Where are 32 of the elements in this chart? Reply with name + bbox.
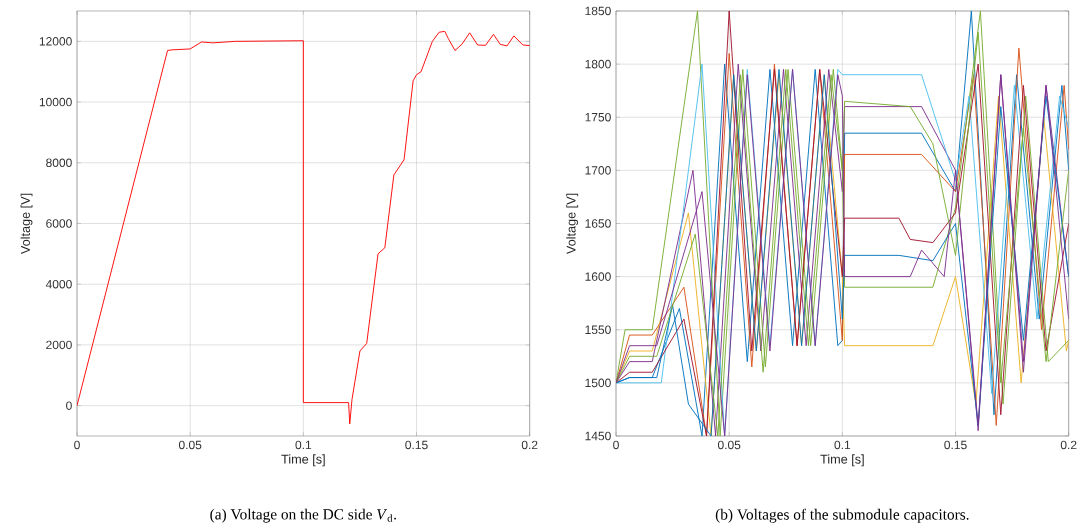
x-tick-label: 0.1 (834, 440, 851, 450)
y-tick-label: 1450 (585, 431, 611, 441)
y-axis-title: Voltage [V] (20, 193, 33, 255)
y-tick-label: 12000 (39, 37, 72, 46)
x-tick-label: 0 (74, 440, 80, 450)
y-tick-label: 1850 (585, 6, 611, 16)
y-tick-label: 1600 (585, 272, 611, 281)
y-tick-label: 10000 (39, 97, 72, 107)
y-tick-label: 1800 (585, 59, 611, 69)
x-tick-label: 0 (613, 440, 619, 450)
x-tick-label: 0.1 (295, 440, 312, 450)
x-tick-label: 0.15 (405, 440, 428, 450)
y-tick-label: 1650 (585, 219, 611, 228)
y-tick-label: 2000 (46, 340, 72, 350)
x-tick-label: 0.2 (521, 440, 538, 450)
text: (a) Voltage on the DC side V$_{d}$. (210, 508, 396, 523)
x-axis-title: Time [s] (820, 454, 864, 467)
text: (b) Voltages of the submodule capacitors. (715, 508, 969, 523)
x-axis-title: Time [s] (281, 454, 325, 467)
x-tick-label: 0.05 (178, 440, 202, 450)
x-tick-label: 0.05 (717, 440, 741, 450)
y-tick-label: 0 (66, 401, 72, 410)
y-axis-title: Voltage [V] (566, 193, 579, 255)
x-tick-label: 0.15 (944, 440, 967, 450)
y-tick-label: 1500 (585, 378, 611, 388)
x-tick-label: 0.2 (1060, 440, 1077, 450)
y-tick-label: 1750 (585, 112, 611, 122)
y-tick-label: 1550 (585, 325, 611, 334)
y-tick-label: 4000 (45, 279, 72, 289)
y-tick-label: 8000 (46, 158, 72, 168)
y-tick-label: 1700 (585, 166, 611, 175)
y-tick-label: 6000 (46, 219, 72, 228)
